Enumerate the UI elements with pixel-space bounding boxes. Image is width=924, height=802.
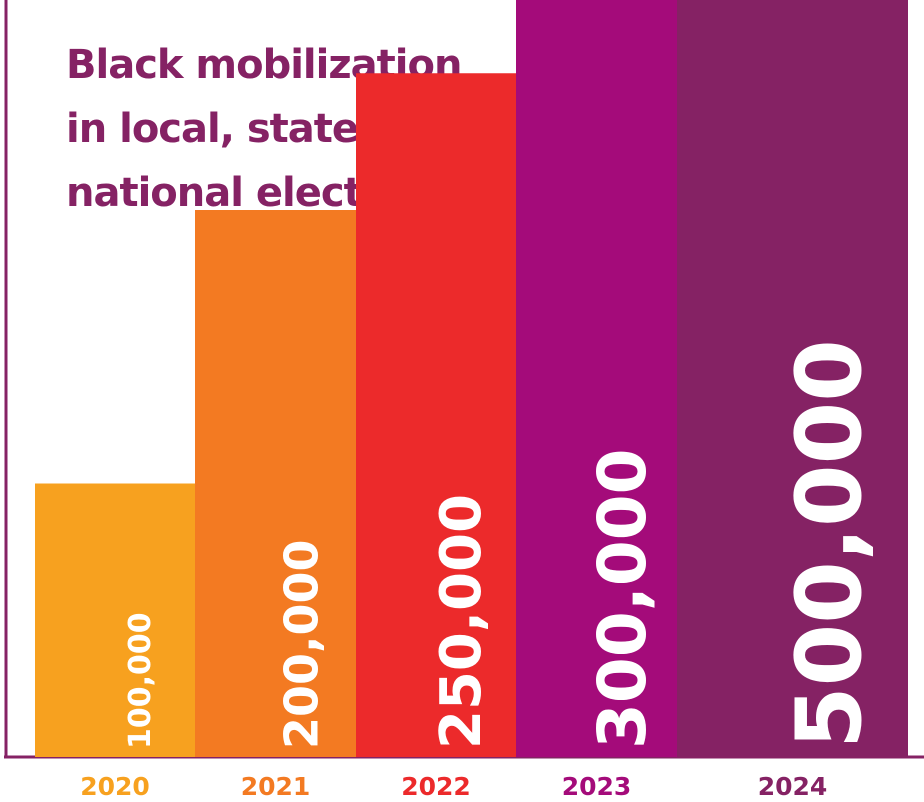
bars-group xyxy=(35,0,908,757)
x-tick-label-2023: 2023 xyxy=(562,772,632,801)
x-tick-label-2024: 2024 xyxy=(758,772,828,801)
x-tick-label-2020: 2020 xyxy=(80,772,150,801)
x-tick-label-2021: 2021 xyxy=(241,772,311,801)
value-label-2021: 200,000 xyxy=(274,539,328,749)
bar-2023 xyxy=(516,0,677,757)
value-label-2024: 500,000 xyxy=(777,339,882,749)
bar-2022 xyxy=(356,73,516,757)
value-label-2023: 300,000 xyxy=(584,448,661,749)
value-label-2022: 250,000 xyxy=(429,494,494,749)
x-labels-group: 2020 2021 2022 2023 2024 xyxy=(80,772,827,801)
bar-2021 xyxy=(195,210,356,757)
bar-2024 xyxy=(677,0,908,757)
value-labels-group: 100,000 200,000 250,000 300,000 500,000 xyxy=(123,339,882,749)
bar-2020 xyxy=(35,483,195,757)
value-label-2020: 100,000 xyxy=(123,612,158,749)
x-tick-label-2022: 2022 xyxy=(401,772,471,801)
